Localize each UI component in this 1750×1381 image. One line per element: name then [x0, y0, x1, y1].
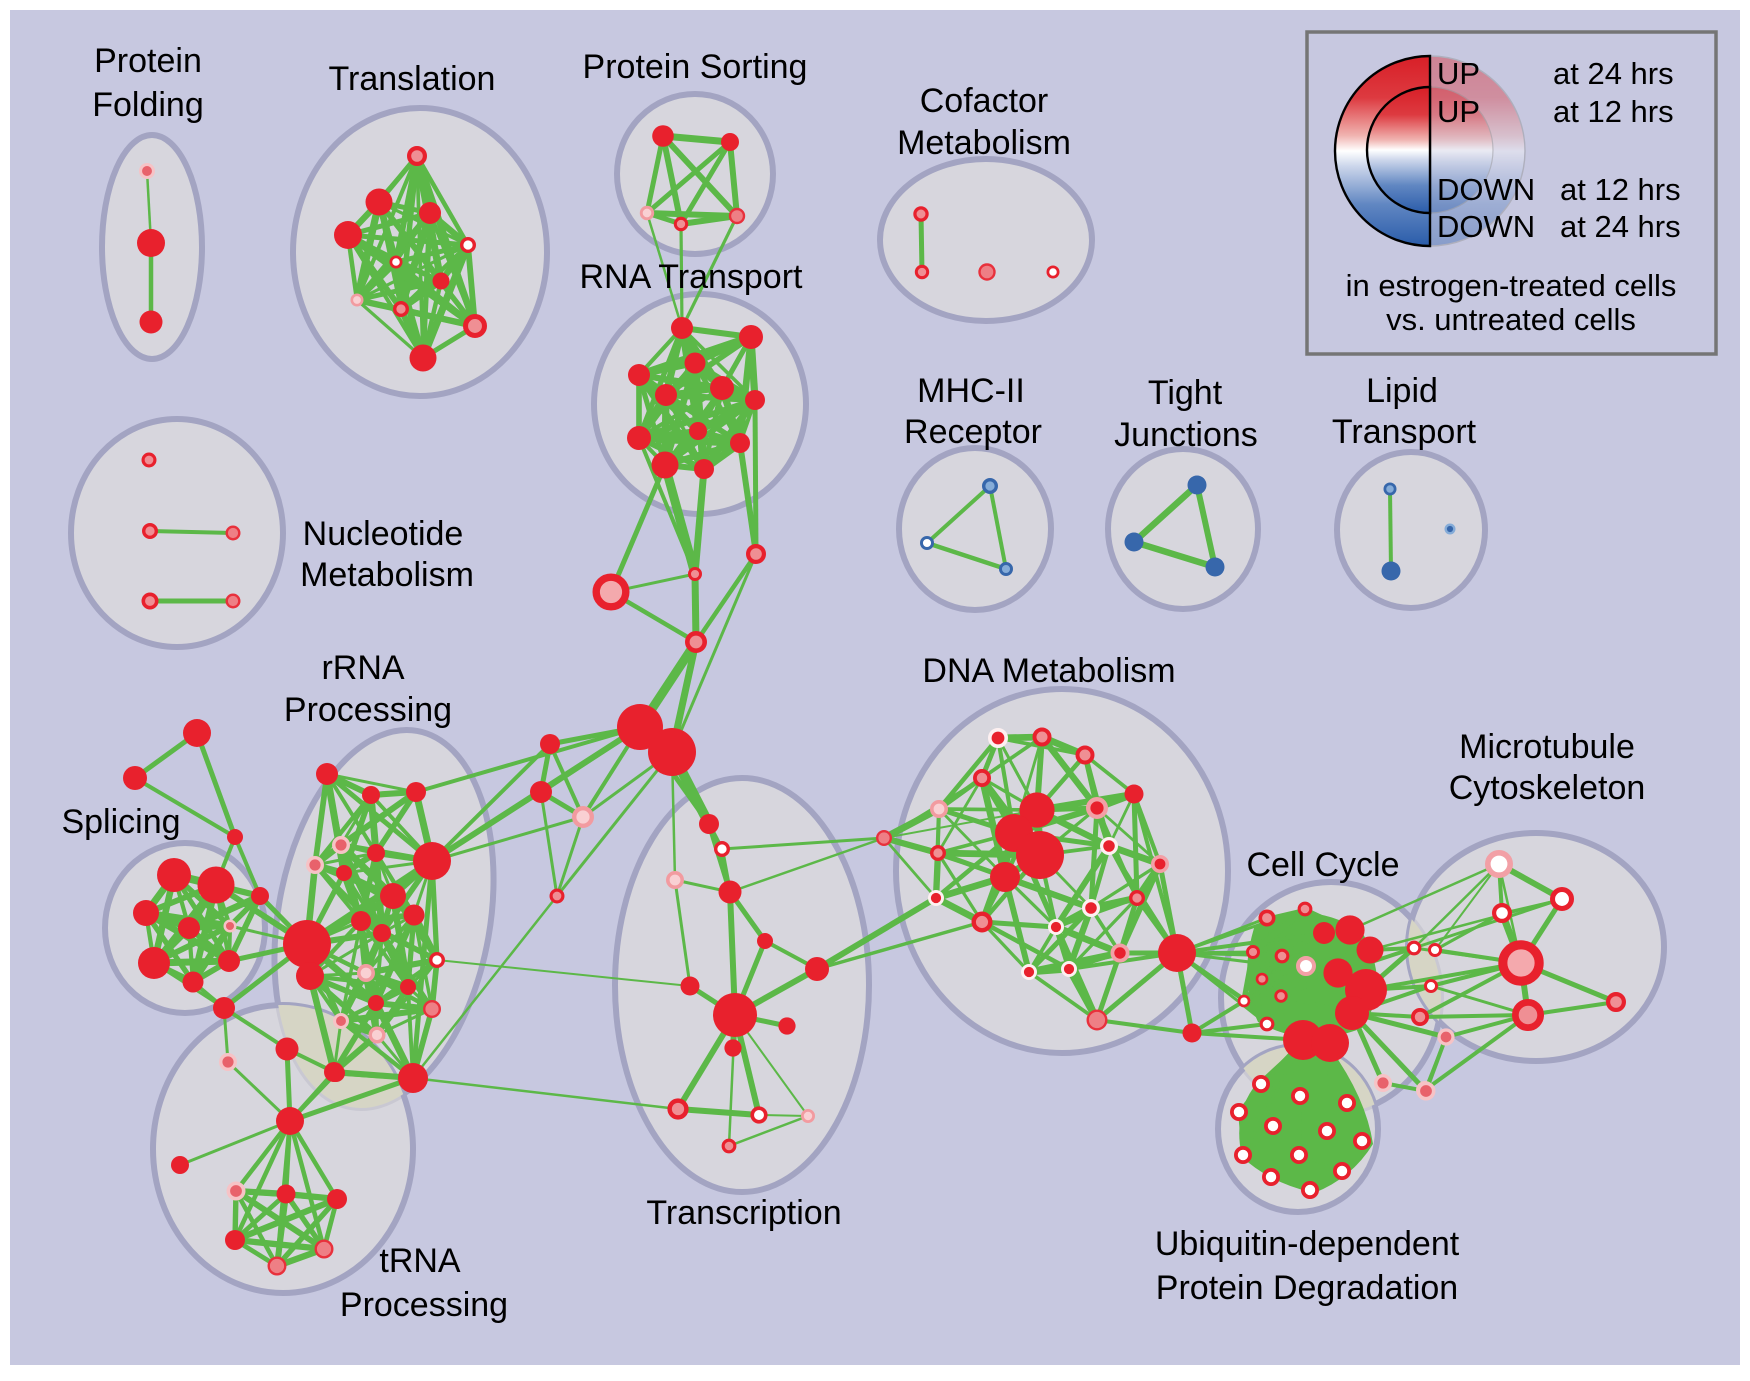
svg-text:Microtubule: Microtubule: [1459, 728, 1635, 766]
svg-text:at 12 hrs: at 12 hrs: [1560, 172, 1681, 207]
svg-text:Processing: Processing: [284, 691, 452, 729]
svg-text:UP: UP: [1437, 94, 1480, 129]
svg-text:Protein Sorting: Protein Sorting: [583, 48, 808, 86]
svg-text:DNA Metabolism: DNA Metabolism: [922, 652, 1175, 690]
svg-text:Protein: Protein: [94, 42, 202, 80]
svg-text:Cell Cycle: Cell Cycle: [1246, 846, 1399, 884]
svg-text:Metabolism: Metabolism: [897, 124, 1071, 162]
svg-text:Receptor: Receptor: [904, 413, 1042, 451]
svg-text:Ubiquitin-dependent: Ubiquitin-dependent: [1155, 1225, 1460, 1263]
svg-text:Cofactor: Cofactor: [920, 82, 1049, 120]
svg-text:Junctions: Junctions: [1114, 416, 1258, 454]
svg-text:at 24 hrs: at 24 hrs: [1553, 56, 1674, 91]
svg-text:MHC-II: MHC-II: [917, 372, 1025, 410]
svg-text:Metabolism: Metabolism: [300, 556, 474, 594]
svg-text:Nucleotide: Nucleotide: [303, 515, 464, 553]
svg-text:Translation: Translation: [329, 60, 496, 98]
svg-text:DOWN: DOWN: [1437, 209, 1535, 244]
svg-text:RNA Transport: RNA Transport: [580, 258, 804, 296]
svg-text:Transport: Transport: [1332, 413, 1477, 451]
svg-text:Transcription: Transcription: [646, 1194, 841, 1232]
svg-text:Tight: Tight: [1148, 374, 1223, 412]
svg-text:at 12 hrs: at 12 hrs: [1553, 94, 1674, 129]
svg-text:DOWN: DOWN: [1437, 172, 1535, 207]
svg-text:tRNA: tRNA: [379, 1242, 461, 1280]
svg-text:Cytoskeleton: Cytoskeleton: [1449, 769, 1646, 807]
svg-text:at 24 hrs: at 24 hrs: [1560, 209, 1681, 244]
svg-text:rRNA: rRNA: [321, 649, 404, 687]
svg-text:Folding: Folding: [92, 86, 204, 124]
svg-text:Lipid: Lipid: [1366, 372, 1438, 410]
svg-text:in estrogen-treated cells: in estrogen-treated cells: [1346, 268, 1677, 303]
svg-text:Protein Degradation: Protein Degradation: [1156, 1269, 1458, 1307]
svg-text:Processing: Processing: [340, 1286, 508, 1324]
svg-text:vs. untreated cells: vs. untreated cells: [1386, 302, 1636, 337]
svg-text:UP: UP: [1437, 56, 1480, 91]
svg-text:Splicing: Splicing: [61, 803, 180, 841]
